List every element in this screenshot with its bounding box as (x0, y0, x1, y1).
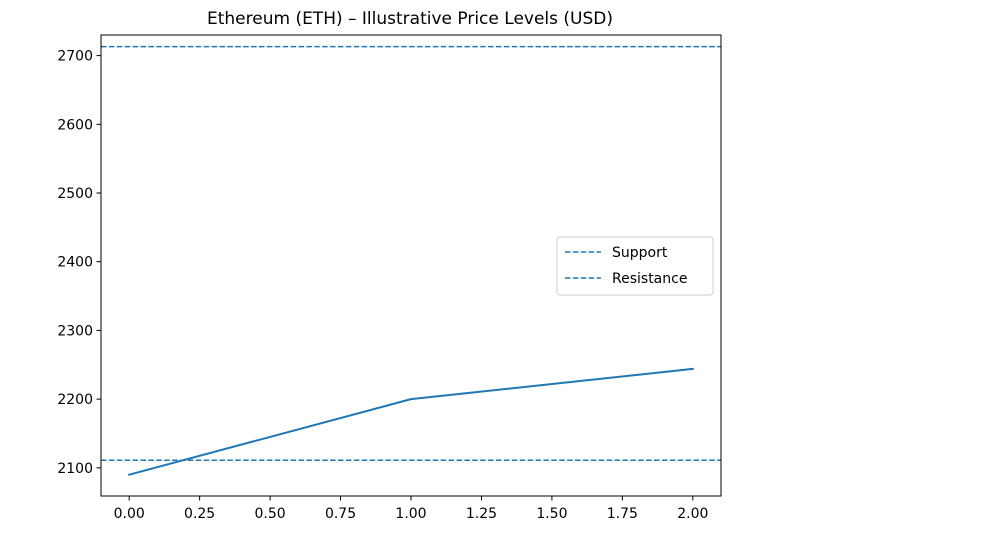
x-tick-label: 1.00 (395, 506, 426, 522)
legend: Support Resistance (557, 237, 713, 295)
price-series-line (129, 369, 693, 475)
x-tick-label: 1.50 (536, 506, 567, 522)
y-tick-label: 2300 (57, 323, 93, 339)
x-tick-label: 0.50 (255, 506, 286, 522)
x-tick-label: 0.25 (184, 506, 215, 522)
x-tick-label: 0.75 (325, 506, 356, 522)
x-tick-label: 0.00 (114, 506, 145, 522)
y-tick-label: 2400 (57, 255, 93, 271)
legend-label-resistance: Resistance (612, 271, 687, 287)
y-tick-label: 2200 (57, 392, 93, 408)
y-tick-label: 2100 (57, 461, 93, 477)
y-tick-label: 2700 (57, 49, 93, 65)
y-tick-label: 2500 (57, 186, 93, 202)
chart-title: Ethereum (ETH) – Illustrative Price Leve… (207, 9, 613, 29)
x-tick-label: 1.25 (466, 506, 497, 522)
y-tick-label: 2600 (57, 117, 93, 133)
x-tick-label: 2.00 (677, 506, 708, 522)
legend-label-support: Support (612, 245, 668, 261)
x-tick-label: 1.75 (607, 506, 638, 522)
